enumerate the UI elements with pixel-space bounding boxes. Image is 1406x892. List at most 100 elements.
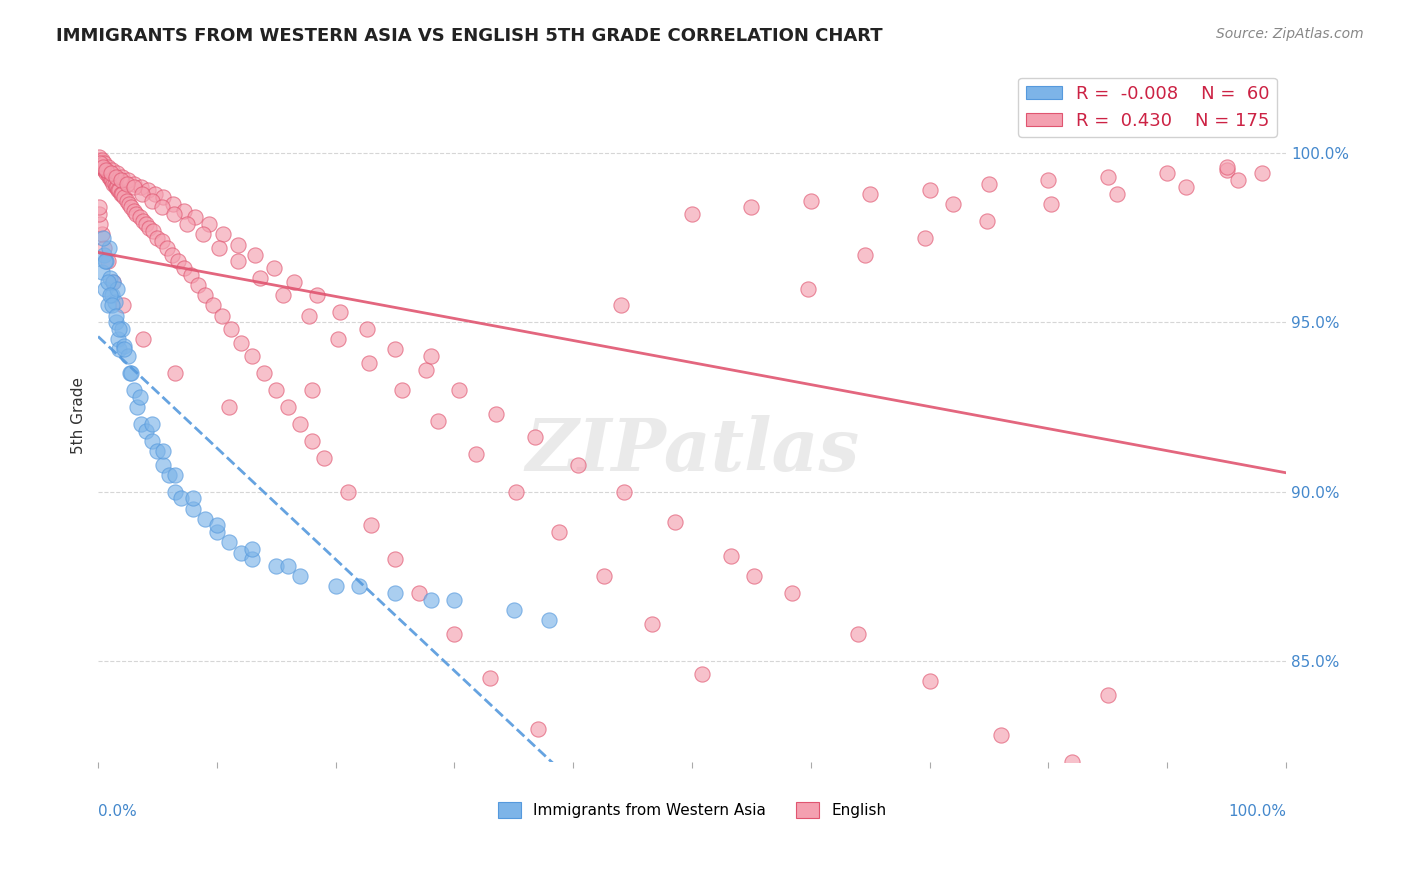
Point	[264, 559, 287, 574]
Point	[229, 545, 252, 559]
Point	[146, 231, 169, 245]
Point	[120, 366, 142, 380]
Point	[205, 518, 228, 533]
Point	[132, 214, 155, 228]
Point	[740, 200, 762, 214]
Point	[264, 383, 287, 397]
Point	[112, 343, 135, 357]
Point	[142, 224, 165, 238]
Point	[384, 552, 406, 566]
Point	[120, 366, 142, 380]
Point	[181, 491, 204, 506]
Point	[360, 518, 382, 533]
Point	[426, 413, 449, 427]
Point	[349, 579, 371, 593]
Point	[162, 197, 184, 211]
Point	[96, 166, 118, 180]
Point	[613, 484, 636, 499]
Point	[141, 194, 163, 208]
Point	[98, 288, 121, 302]
Point	[107, 183, 129, 197]
Point	[180, 268, 202, 282]
Point	[122, 180, 145, 194]
Point	[115, 177, 138, 191]
Point	[1132, 789, 1154, 804]
Point	[122, 177, 145, 191]
Point	[94, 254, 117, 268]
Point	[105, 166, 128, 180]
Point	[288, 417, 311, 431]
Point	[152, 458, 174, 472]
Point	[479, 671, 502, 685]
Point	[249, 271, 271, 285]
Point	[277, 400, 299, 414]
Point	[128, 390, 150, 404]
Point	[152, 190, 174, 204]
Text: IMMIGRANTS FROM WESTERN ASIA VS ENGLISH 5TH GRADE CORRELATION CHART: IMMIGRANTS FROM WESTERN ASIA VS ENGLISH …	[56, 27, 883, 45]
Point	[485, 407, 508, 421]
Point	[329, 305, 352, 319]
Point	[96, 254, 118, 268]
Point	[664, 515, 686, 529]
Point	[914, 231, 936, 245]
Point	[194, 512, 217, 526]
Point	[89, 156, 111, 170]
Point	[91, 160, 114, 174]
Point	[96, 275, 118, 289]
Point	[312, 450, 335, 465]
Point	[103, 275, 125, 289]
Point	[609, 298, 631, 312]
Point	[122, 203, 145, 218]
Point	[100, 173, 122, 187]
Point	[173, 203, 195, 218]
Point	[91, 231, 114, 245]
Point	[187, 278, 209, 293]
Point	[283, 275, 305, 289]
Point	[242, 542, 264, 557]
Point	[111, 298, 134, 312]
Point	[524, 430, 547, 444]
Point	[538, 613, 561, 627]
Point	[205, 525, 228, 540]
Point	[357, 356, 380, 370]
Point	[110, 173, 132, 187]
Point	[94, 163, 117, 178]
Point	[152, 444, 174, 458]
Point	[1215, 163, 1237, 178]
Point	[976, 214, 998, 228]
Point	[502, 603, 524, 617]
Point	[118, 197, 141, 211]
Point	[720, 549, 742, 563]
Point	[990, 728, 1012, 742]
Point	[115, 194, 138, 208]
Point	[855, 248, 877, 262]
Point	[127, 400, 149, 414]
Point	[98, 271, 121, 285]
Point	[160, 248, 183, 262]
Point	[800, 194, 823, 208]
Point	[107, 332, 129, 346]
Point	[391, 383, 413, 397]
Point	[242, 552, 264, 566]
Point	[90, 227, 112, 242]
Point	[101, 173, 124, 187]
Point	[288, 569, 311, 583]
Point	[108, 322, 131, 336]
Point	[301, 383, 323, 397]
Point	[408, 586, 430, 600]
Point	[640, 616, 662, 631]
Point	[93, 163, 115, 178]
Point	[111, 322, 134, 336]
Point	[141, 434, 163, 448]
Point	[170, 491, 193, 506]
Point	[621, 823, 644, 838]
Point	[326, 332, 349, 346]
Point	[443, 593, 465, 607]
Point	[1062, 756, 1084, 770]
Point	[100, 166, 122, 180]
Point	[112, 190, 135, 204]
Point	[194, 288, 217, 302]
Point	[132, 332, 155, 346]
Point	[131, 186, 153, 201]
Point	[122, 383, 145, 397]
